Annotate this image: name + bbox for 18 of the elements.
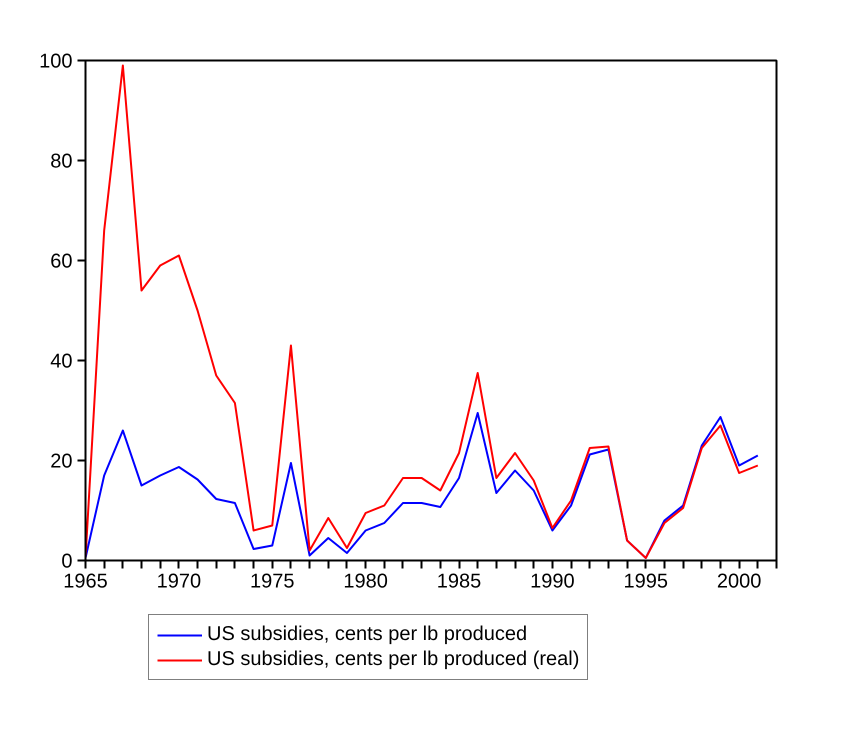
legend-label: US subsidies, cents per lb produced (real) bbox=[207, 648, 580, 671]
x-tick-label: 1995 bbox=[624, 570, 668, 592]
x-tick-label: 1985 bbox=[436, 570, 482, 592]
x-tick-label: 2000 bbox=[716, 570, 762, 592]
legend-label: US subsidies, cents per lb produced bbox=[207, 623, 528, 646]
x-tick-label: 1980 bbox=[343, 570, 388, 592]
y-tick-label: 80 bbox=[50, 150, 73, 172]
y-tick-label: 100 bbox=[39, 50, 73, 72]
y-tick-label: 20 bbox=[50, 450, 73, 472]
x-tick-label: 1990 bbox=[530, 570, 575, 592]
line-series bbox=[86, 64, 759, 559]
x-tick-label: 1965 bbox=[63, 570, 108, 592]
y-tick-label: 0 bbox=[61, 550, 72, 572]
x-tick-label: 1975 bbox=[250, 570, 295, 592]
y-tick-label: 60 bbox=[50, 250, 73, 272]
x-tick-label: 1970 bbox=[156, 570, 202, 592]
line-series bbox=[86, 412, 759, 559]
y-tick-label: 40 bbox=[50, 350, 73, 372]
